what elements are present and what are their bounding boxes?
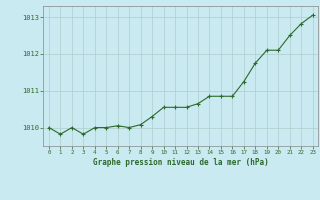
X-axis label: Graphe pression niveau de la mer (hPa): Graphe pression niveau de la mer (hPa) [93, 158, 269, 167]
